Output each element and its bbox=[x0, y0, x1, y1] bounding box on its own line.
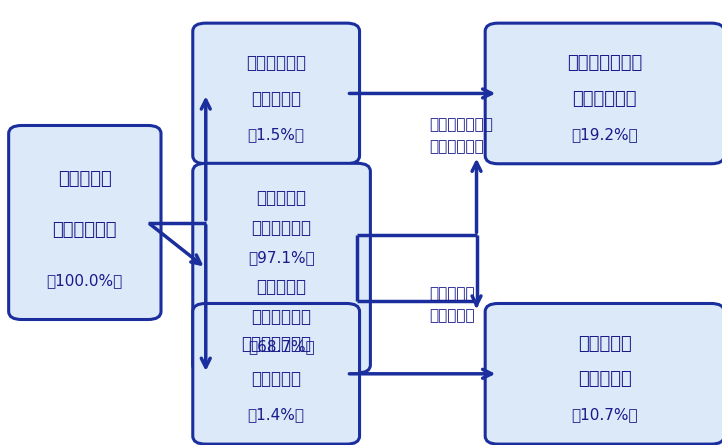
FancyBboxPatch shape bbox=[193, 23, 360, 164]
Text: ９．５万ｔ: ９．５万ｔ bbox=[578, 370, 632, 388]
Text: ６０．５万ｔ: ６０．５万ｔ bbox=[251, 308, 312, 326]
FancyBboxPatch shape bbox=[193, 163, 370, 373]
Text: （97.1%）: （97.1%） bbox=[248, 250, 315, 265]
Text: 処理後資源化量
１５．６万ｔ: 処理後資源化量 １５．６万ｔ bbox=[430, 117, 493, 154]
Text: 資　源　化　量: 資 源 化 量 bbox=[567, 54, 643, 72]
Text: 処理残さ量
８．２万ｔ: 処理残さ量 ８．２万ｔ bbox=[430, 286, 475, 324]
Text: １６．９万ｔ: １６．９万ｔ bbox=[573, 90, 637, 108]
Text: ８５．６万ｔ: ８５．６万ｔ bbox=[251, 219, 312, 237]
Text: （68.7%）: （68.7%） bbox=[248, 340, 315, 355]
Text: （10.7%）: （10.7%） bbox=[571, 407, 638, 422]
Text: １．３万ｔ: １．３万ｔ bbox=[251, 370, 301, 388]
Text: （19.2%）: （19.2%） bbox=[571, 127, 638, 142]
Text: 最終処分量: 最終処分量 bbox=[578, 335, 632, 352]
FancyBboxPatch shape bbox=[485, 23, 722, 164]
Text: うち焼却量: うち焼却量 bbox=[256, 279, 307, 296]
Text: （1.4%）: （1.4%） bbox=[248, 407, 305, 422]
Text: 処　理　量: 処 理 量 bbox=[58, 170, 112, 188]
Text: （100.0%）: （100.0%） bbox=[47, 274, 123, 288]
FancyBboxPatch shape bbox=[9, 125, 161, 320]
Text: 直接資源化量: 直接資源化量 bbox=[246, 54, 306, 72]
Text: ８８．１万ｔ: ８８．１万ｔ bbox=[53, 221, 117, 239]
FancyBboxPatch shape bbox=[193, 303, 360, 444]
Text: 直接最終処分量: 直接最終処分量 bbox=[241, 335, 311, 352]
Text: １．３万ｔ: １．３万ｔ bbox=[251, 90, 301, 108]
Text: （1.5%）: （1.5%） bbox=[248, 127, 305, 142]
FancyBboxPatch shape bbox=[485, 303, 722, 444]
Text: 中間処理量: 中間処理量 bbox=[256, 189, 307, 207]
